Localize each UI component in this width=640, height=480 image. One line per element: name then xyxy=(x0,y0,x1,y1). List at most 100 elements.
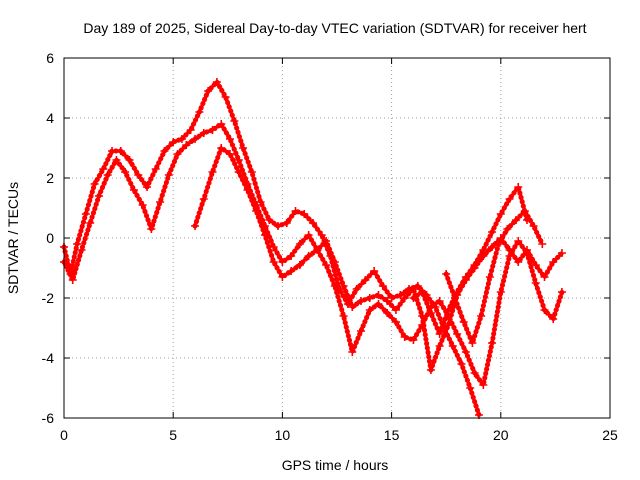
data-point xyxy=(234,168,243,176)
data-point xyxy=(221,93,230,101)
data-point xyxy=(531,261,540,269)
data-point xyxy=(409,336,418,344)
data-point xyxy=(461,348,470,356)
data-point xyxy=(225,150,234,158)
data-point xyxy=(225,135,234,143)
data-point xyxy=(352,285,361,293)
data-point xyxy=(295,240,304,248)
data-point xyxy=(426,309,435,317)
data-point xyxy=(444,321,453,329)
data-point xyxy=(191,135,200,143)
data-point xyxy=(208,126,217,134)
data-point xyxy=(479,381,488,389)
data-point xyxy=(496,288,505,296)
data-point xyxy=(330,282,339,290)
data-point xyxy=(160,147,169,155)
data-point xyxy=(90,180,99,188)
data-point xyxy=(400,333,409,341)
data-point xyxy=(426,366,435,374)
data-point xyxy=(282,219,291,227)
data-point xyxy=(514,258,523,266)
data-point xyxy=(514,237,523,245)
data-point xyxy=(540,306,549,314)
data-point xyxy=(81,210,90,218)
data-point xyxy=(461,273,470,281)
data-point xyxy=(485,273,494,281)
data-point xyxy=(142,183,151,191)
y-axis-label: SDTVAR / TECUs xyxy=(5,182,21,294)
data-point xyxy=(112,156,121,164)
data-point xyxy=(269,258,278,266)
data-point xyxy=(191,222,200,230)
data-point xyxy=(204,87,213,95)
data-point xyxy=(68,276,77,284)
data-point xyxy=(182,141,191,149)
data-point xyxy=(488,339,497,347)
data-point xyxy=(94,192,103,200)
data-point xyxy=(531,279,540,287)
data-point xyxy=(217,120,226,128)
data-point xyxy=(199,129,208,137)
data-point xyxy=(147,225,156,233)
data-point xyxy=(448,342,457,350)
data-point xyxy=(459,318,468,326)
data-point xyxy=(134,171,143,179)
data-point xyxy=(291,207,300,215)
data-point xyxy=(199,195,208,203)
data-point xyxy=(121,168,130,176)
data-point xyxy=(195,108,204,116)
data-point xyxy=(477,312,486,320)
data-point xyxy=(103,171,112,179)
x-tick-label: 15 xyxy=(384,427,400,443)
y-tick-label: 2 xyxy=(46,170,54,186)
data-point xyxy=(339,312,348,320)
x-tick-label: 10 xyxy=(275,427,291,443)
data-point xyxy=(374,291,383,299)
data-point xyxy=(287,252,296,260)
data-point xyxy=(348,348,357,356)
data-point xyxy=(365,294,374,302)
data-point xyxy=(357,327,366,335)
data-point xyxy=(413,282,422,290)
series-line xyxy=(63,81,480,416)
data-point xyxy=(278,258,287,266)
data-point xyxy=(73,240,82,248)
data-point xyxy=(304,231,313,239)
data-point xyxy=(496,210,505,218)
data-point xyxy=(265,216,274,224)
data-point xyxy=(435,297,444,305)
data-point xyxy=(256,198,265,206)
x-tick-label: 20 xyxy=(493,427,509,443)
data-point xyxy=(549,258,558,266)
x-tick-label: 0 xyxy=(60,427,68,443)
data-point xyxy=(239,144,248,152)
data-series xyxy=(60,78,566,419)
y-tick-label: -6 xyxy=(42,410,55,426)
data-point xyxy=(488,228,497,236)
y-tick-label: -2 xyxy=(42,290,55,306)
data-point xyxy=(247,168,256,176)
data-point xyxy=(156,198,165,206)
data-point xyxy=(450,294,459,302)
data-point xyxy=(523,246,532,254)
data-point xyxy=(274,222,283,230)
y-tick-label: 6 xyxy=(46,50,54,66)
series-track-4 xyxy=(409,183,532,338)
data-point xyxy=(125,156,134,164)
data-point xyxy=(514,183,523,191)
data-point xyxy=(494,240,503,248)
data-point xyxy=(230,117,239,125)
data-point xyxy=(457,360,466,368)
data-point xyxy=(313,246,322,254)
data-point xyxy=(557,249,566,257)
data-point xyxy=(278,273,287,281)
data-point xyxy=(387,294,396,302)
data-point xyxy=(400,294,409,302)
data-point xyxy=(520,207,529,215)
data-point xyxy=(435,342,444,350)
data-point xyxy=(99,165,108,173)
data-point xyxy=(300,210,309,218)
series-track-2 xyxy=(60,120,566,389)
data-point xyxy=(365,306,374,314)
data-point xyxy=(409,294,418,302)
